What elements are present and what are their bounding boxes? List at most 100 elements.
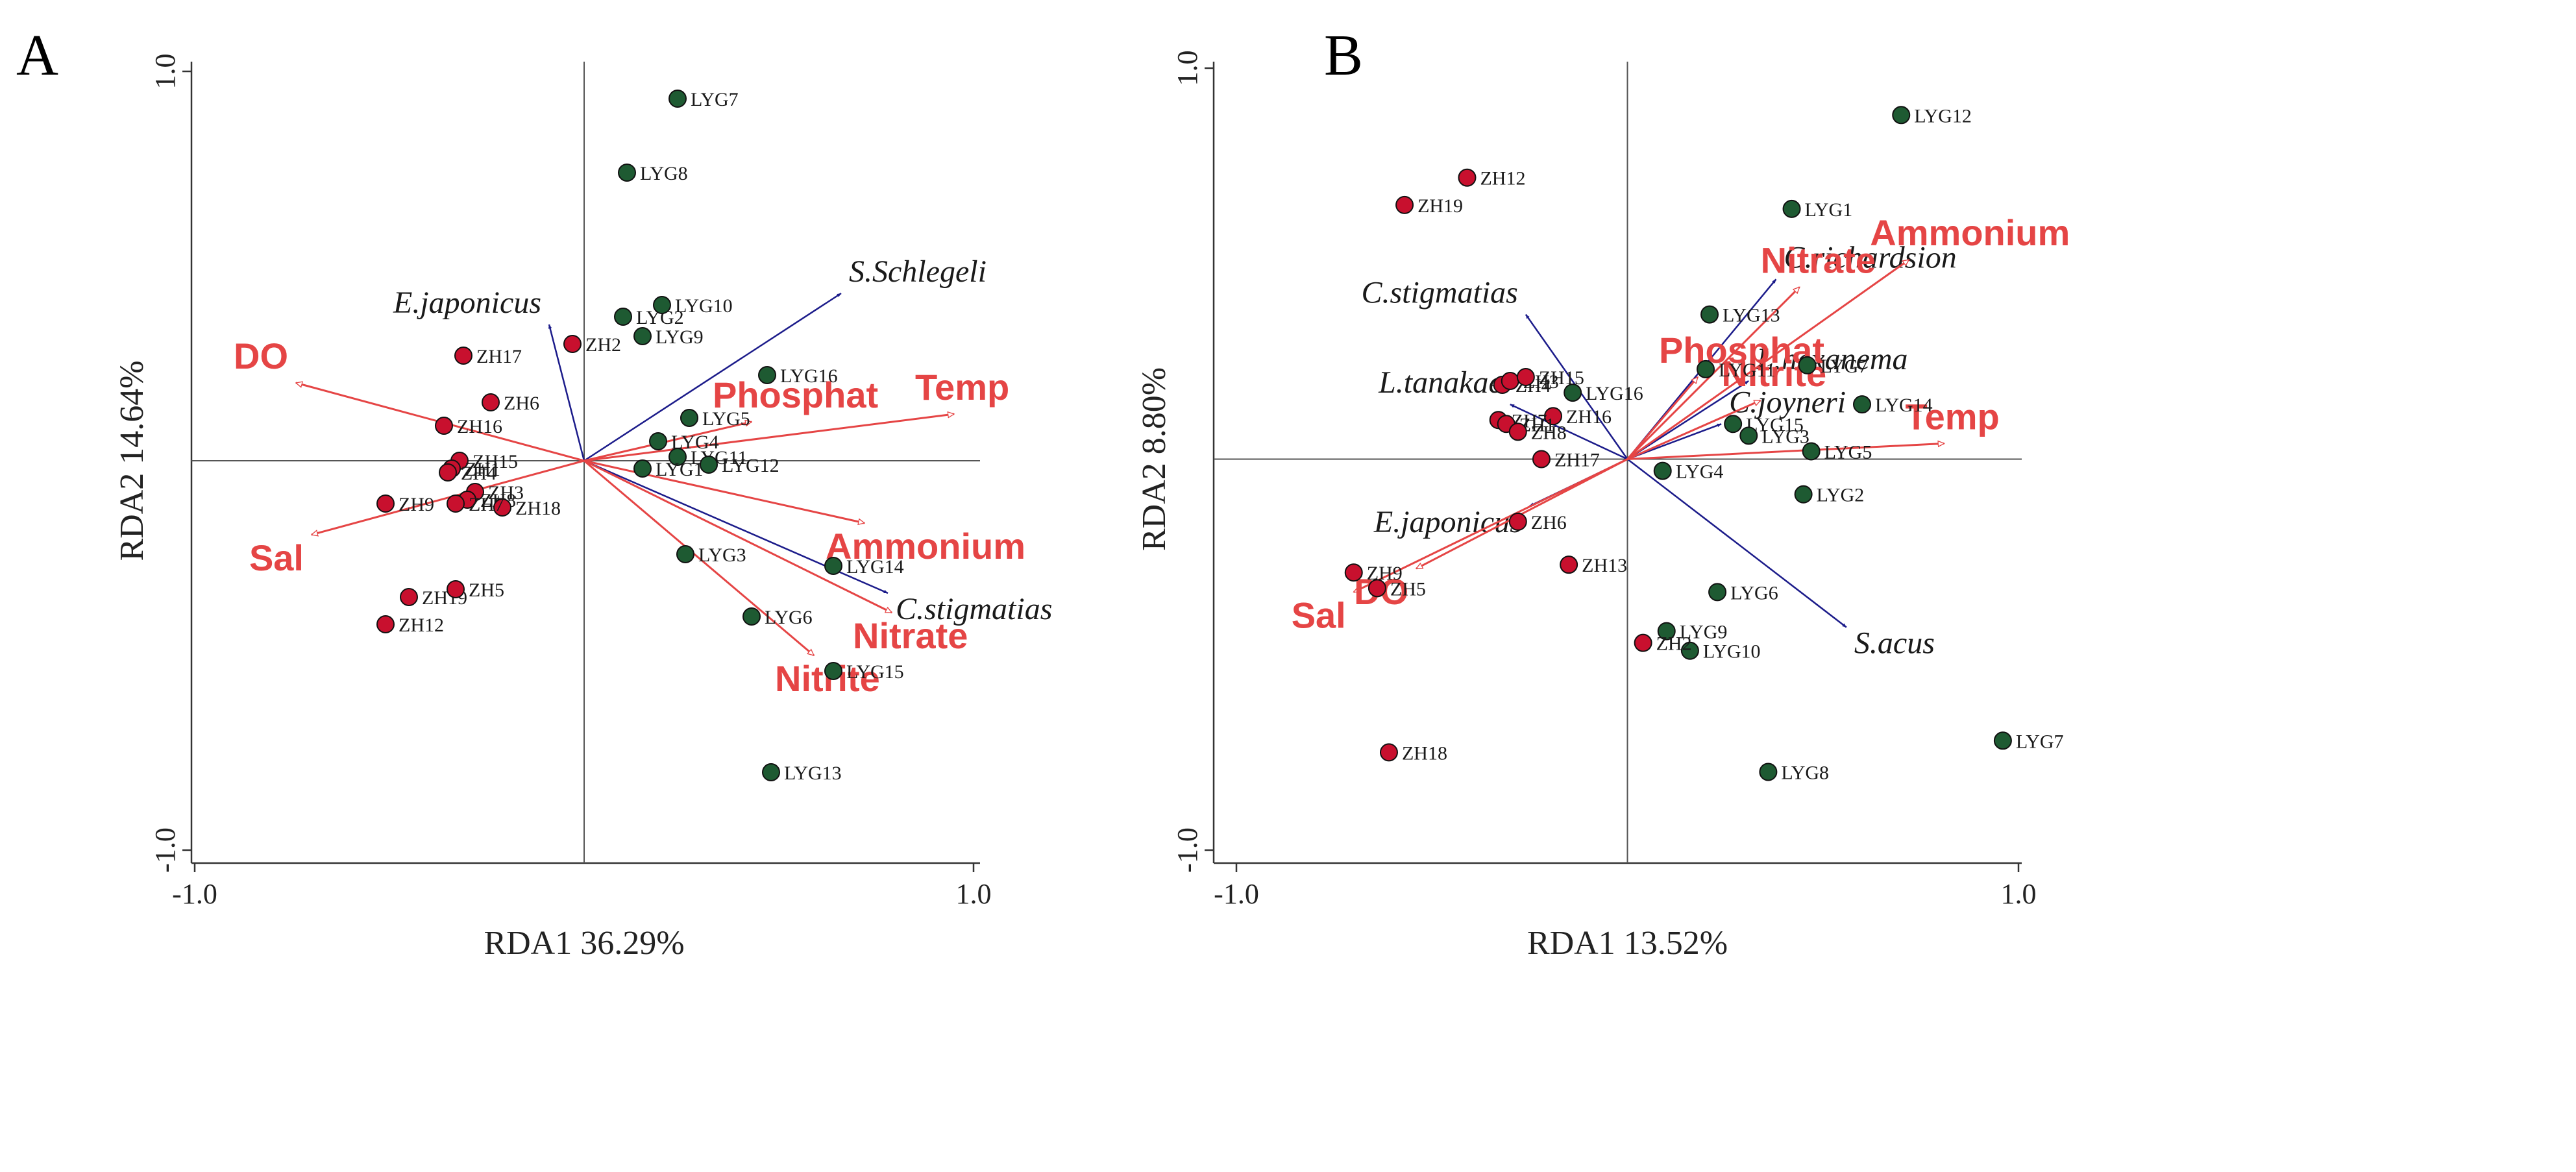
panel-a-site-point bbox=[447, 494, 465, 513]
panel-a-env-label: Phosphat bbox=[713, 374, 878, 415]
panel-b-env-vector bbox=[1354, 458, 1628, 593]
panel-a-env-vector bbox=[583, 459, 814, 657]
panel-b-site-label: LYG1 bbox=[1805, 199, 1853, 221]
panel-a-site-point bbox=[454, 347, 472, 365]
panel-b-site-point bbox=[1344, 563, 1363, 582]
panel-b-y-tick-label: 1.0 bbox=[1171, 51, 1203, 86]
panel-b-site-point bbox=[1802, 442, 1821, 461]
panel-b-site-point bbox=[1782, 199, 1801, 218]
panel-a-site-point bbox=[649, 432, 667, 450]
panel-a-site-point bbox=[653, 296, 671, 314]
panel-a-marks: E.japonicus S.Schlegeli C.stigmatias DO Sal P… bbox=[182, 62, 1052, 872]
panel-b-site-point bbox=[1798, 356, 1817, 374]
panel-b-site-point bbox=[1560, 555, 1578, 574]
panel-a-y-tick-label: -1.0 bbox=[149, 827, 181, 873]
panel-b-species-label: C.richardsion bbox=[1784, 240, 1956, 275]
panel-b-site-point bbox=[1544, 407, 1563, 426]
panel-a-y-tick-label: 1.0 bbox=[149, 54, 181, 90]
panel-b-site-label: LYG14 bbox=[1875, 395, 1933, 416]
panel-b-env-vector bbox=[1626, 377, 1699, 460]
panel-b-site-point bbox=[1379, 743, 1398, 762]
panel-a-site-point bbox=[614, 308, 632, 326]
panel-b-y-axis-title: RDA2 8.80% bbox=[1136, 367, 1173, 551]
panel-b-site-point bbox=[1853, 395, 1871, 414]
panel-a-site-label: ZH5 bbox=[469, 580, 504, 601]
panel-b-env-vector bbox=[1627, 443, 1944, 460]
panel-b-site-label: ZH13 bbox=[1582, 555, 1627, 576]
panel-b-site-point bbox=[1395, 195, 1414, 214]
panel-b-env-label: Temp bbox=[1906, 396, 2000, 437]
panel-a-site-point bbox=[563, 335, 582, 353]
panel-a-site-label: LYG13 bbox=[784, 763, 842, 784]
panel-b-site-label: LYG5 bbox=[1824, 441, 1872, 463]
panel-b-site-label: LYG7 bbox=[1821, 356, 1869, 377]
panel-a-site-point bbox=[439, 463, 457, 482]
panel-b-site-point bbox=[1657, 622, 1676, 641]
panel-b-site-point bbox=[1759, 763, 1778, 781]
panel-a-site-label: LYG5 bbox=[702, 408, 750, 430]
panel-a: A RDA1 36.29% RDA2 14.64% -1.0 1.0 1.0 -… bbox=[16, 23, 1052, 962]
panel-a-env-label: Sal bbox=[249, 537, 304, 578]
panel-b-site-point bbox=[1708, 583, 1727, 602]
panel-a-site-label: LYG16 bbox=[780, 365, 838, 387]
panel-b-site-point bbox=[1368, 579, 1386, 598]
panel-b-x-tick-label: 1.0 bbox=[2001, 878, 2037, 910]
panel-b-site-label: LYG12 bbox=[1914, 105, 1972, 127]
panel-b-site-point bbox=[1634, 633, 1652, 652]
panel-b-site-point bbox=[1680, 641, 1699, 660]
panel-b-y-tick-label: -1.0 bbox=[1171, 827, 1203, 873]
panel-a-site-point bbox=[435, 417, 453, 435]
panel-b-site-label: ZH5 bbox=[1390, 578, 1426, 600]
panel-b-x-tick-label: -1.0 bbox=[1214, 878, 1259, 910]
panel-a-site-point bbox=[669, 448, 687, 466]
panel-b-species-label: S.acus bbox=[1854, 626, 1935, 661]
panel-a-env-label: DO bbox=[234, 336, 288, 376]
panel-a-letter: A bbox=[16, 23, 58, 88]
panel-a-species-label: S.Schlegeli bbox=[849, 254, 987, 289]
panel-b-site-point bbox=[1697, 360, 1715, 378]
panel-b-site-label: ZH15 bbox=[1539, 367, 1584, 389]
panel-a-site-point bbox=[376, 615, 395, 633]
panel-a-x-axis-title: RDA1 36.29% bbox=[484, 925, 684, 962]
panel-b-letter: B bbox=[1324, 23, 1363, 88]
panel-a-y-axis-title: RDA2 14.64% bbox=[114, 360, 151, 561]
panel-b-site-label: ZH8 bbox=[1531, 422, 1567, 443]
panel-a-site-label: LYG1 bbox=[656, 459, 704, 480]
panel-b-species-vector bbox=[1510, 404, 1628, 460]
panel-b-site-label: LYG7 bbox=[2016, 731, 2064, 752]
panel-a-site-label: ZH6 bbox=[504, 393, 539, 414]
panel-b-site-point bbox=[1700, 305, 1719, 324]
panel-a-plot-frame bbox=[190, 62, 980, 864]
panel-a-species-vector bbox=[548, 324, 585, 461]
panel-a-site-label: ZH18 bbox=[515, 498, 561, 519]
panel-b-species-vector bbox=[1626, 380, 1749, 460]
panel-b-species-label: L.hexanema bbox=[1756, 342, 1907, 376]
panel-b-site-point bbox=[1724, 415, 1743, 433]
panel-a-site-point bbox=[676, 545, 694, 563]
panel-a-site-label: LYG15 bbox=[846, 661, 904, 683]
panel-b-env-label: Ammonium bbox=[1870, 212, 2070, 253]
panel-a-site-point bbox=[824, 557, 842, 575]
panel-a-site-label: ZH17 bbox=[476, 346, 522, 367]
panel-a-env-vector bbox=[583, 459, 892, 614]
panel-a-site-label: LYG3 bbox=[698, 544, 746, 566]
panel-b-site-point bbox=[1458, 168, 1477, 187]
panel-b-env-vector bbox=[1626, 259, 1909, 460]
panel-b-site-point bbox=[1794, 485, 1813, 504]
panel-a-site-point bbox=[762, 763, 780, 781]
panel-b-site-label: ZH17 bbox=[1554, 450, 1600, 471]
panel-a-env-label: Ammonium bbox=[826, 526, 1025, 567]
panel-b-env-label: Phosphat bbox=[1659, 330, 1824, 371]
panel-b-site-label: LYG3 bbox=[1761, 426, 1809, 447]
panel-a-site-point bbox=[482, 393, 500, 411]
panel-b-env-label: Nitrate bbox=[1761, 239, 1876, 280]
panel-b-site-point bbox=[1739, 426, 1758, 445]
panel-a-site-label: ZH1 bbox=[465, 459, 500, 480]
panel-a-site-label: LYG8 bbox=[640, 163, 688, 184]
panel-a-site-label: LYG12 bbox=[722, 455, 779, 476]
panel-b-site-point bbox=[1993, 731, 2012, 750]
panel-a-site-point bbox=[618, 164, 636, 182]
panel-a-env-vector bbox=[583, 422, 752, 462]
